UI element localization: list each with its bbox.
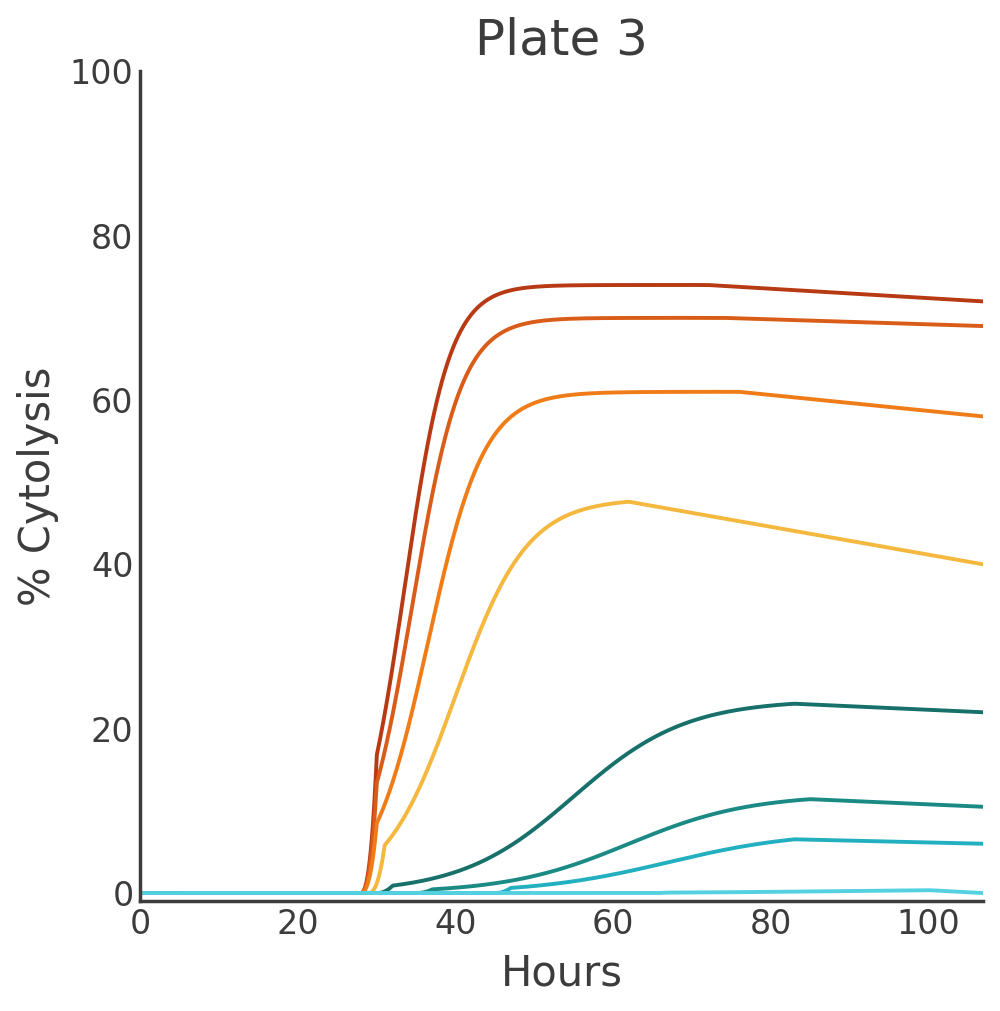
X-axis label: Hours: Hours — [501, 952, 623, 995]
Title: Plate 3: Plate 3 — [475, 16, 648, 65]
Y-axis label: % Cytolysis: % Cytolysis — [17, 367, 59, 606]
